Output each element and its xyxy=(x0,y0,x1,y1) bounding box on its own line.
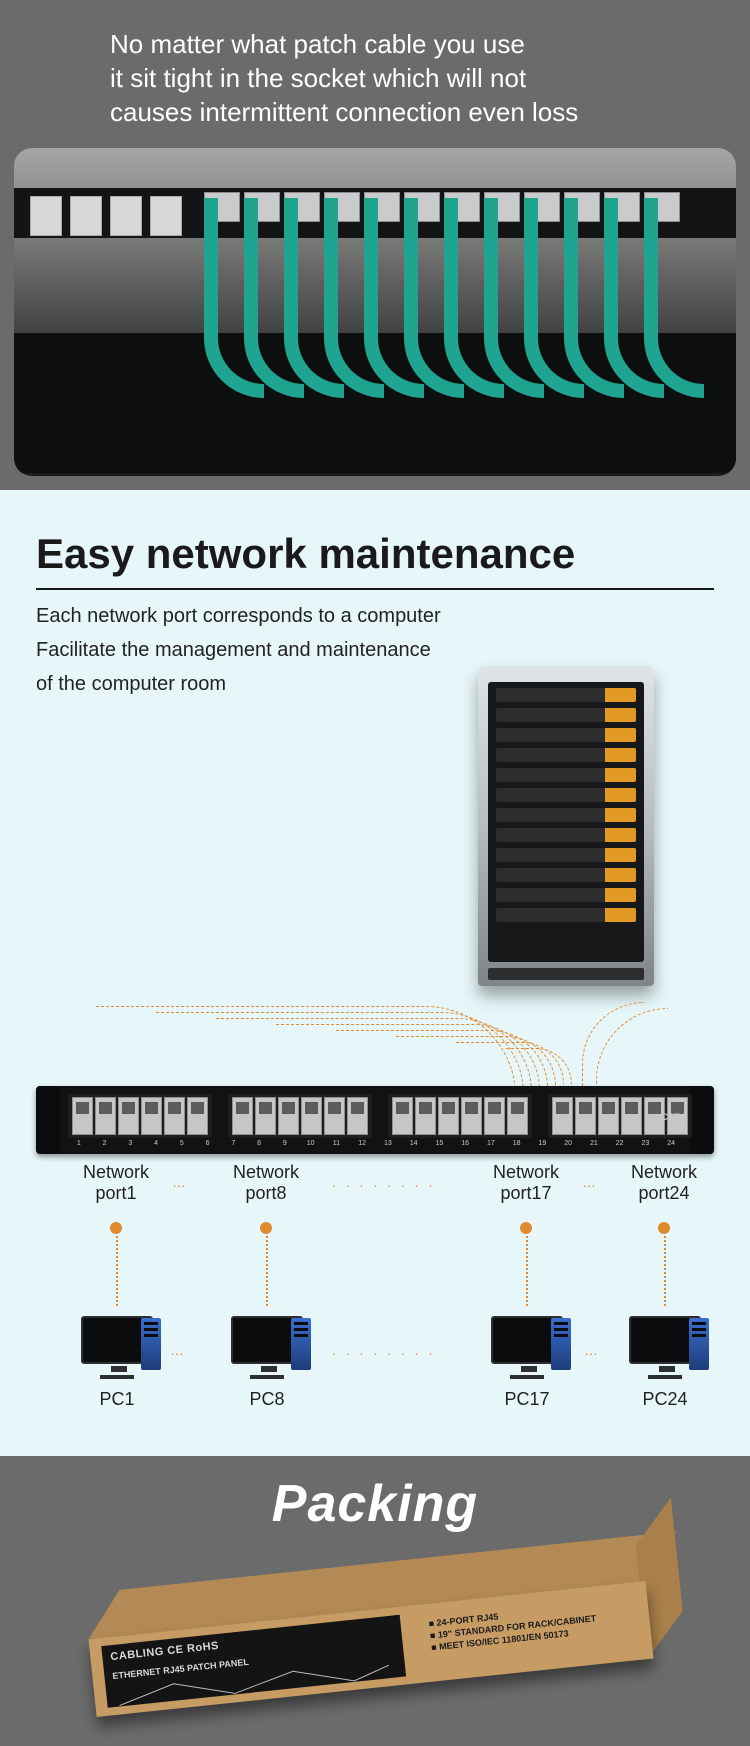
connector-dot xyxy=(260,1222,272,1234)
connector-line xyxy=(116,1236,118,1306)
connector-line xyxy=(526,1236,528,1306)
section1-line: causes intermittent connection even loss xyxy=(110,96,720,130)
port-label: Networkport8 xyxy=(206,1162,326,1203)
patch-panel-photo xyxy=(14,148,736,476)
port-label: Networkport1 xyxy=(56,1162,176,1203)
server-rack xyxy=(478,666,654,986)
pc-label: PC8 xyxy=(212,1389,322,1410)
ellipsis-dots: … xyxy=(582,1174,599,1190)
section2-subtitle-line: Facilitate the management and maintenanc… xyxy=(36,636,714,664)
empty-jack xyxy=(30,196,62,236)
section-packing: Packing CABLING CE RoHS ETHERNET RJ45 PA… xyxy=(0,1456,750,1746)
ellipsis-dots: . . . . . . . . xyxy=(332,1342,435,1358)
section1-line: it sit tight in the socket which will no… xyxy=(110,62,720,96)
pc-tower-icon xyxy=(141,1318,161,1370)
connection-arc xyxy=(506,1048,572,1084)
connector-dot xyxy=(520,1222,532,1234)
pc-label: PC1 xyxy=(62,1389,172,1410)
pc-node: PC17 xyxy=(472,1316,582,1410)
ellipsis-dots: … xyxy=(584,1342,601,1358)
network-topology-diagram: CAT.6 123 456 789 101112 131415 161718 1… xyxy=(36,706,714,1426)
section-easy-maintenance: Easy network maintenance Each network po… xyxy=(0,490,750,1456)
pc-label: PC17 xyxy=(472,1389,582,1410)
pc-node: PC8 xyxy=(212,1316,322,1410)
section2-subtitle-line: Each network port corresponds to a compu… xyxy=(36,602,714,630)
section2-title: Easy network maintenance xyxy=(36,530,714,578)
section1-line: No matter what patch cable you use xyxy=(110,28,720,62)
ellipsis-dots: … xyxy=(170,1342,187,1358)
server-inset xyxy=(488,682,644,962)
pc-node: PC1 xyxy=(62,1316,172,1410)
pc-node: PC24 xyxy=(610,1316,720,1410)
connector-line xyxy=(664,1236,666,1306)
connector-dot xyxy=(658,1222,670,1234)
pc-tower-icon xyxy=(551,1318,571,1370)
ellipsis-dots: . . . . . . . . xyxy=(332,1174,435,1190)
packaging-box: CABLING CE RoHS ETHERNET RJ45 PATCH PANE… xyxy=(84,1535,657,1743)
ellipsis-dots: … xyxy=(172,1174,189,1190)
pc-tower-icon xyxy=(689,1318,709,1370)
section1-copy: No matter what patch cable you use it si… xyxy=(0,0,750,129)
pc-label: PC24 xyxy=(610,1389,720,1410)
connector-dot xyxy=(110,1222,122,1234)
port-label: Networkport17 xyxy=(466,1162,586,1203)
section-patch-cable: No matter what patch cable you use it si… xyxy=(0,0,750,490)
connector-line xyxy=(266,1236,268,1306)
patch-panel-24port: CAT.6 123 456 789 101112 131415 161718 1… xyxy=(36,1086,714,1154)
pc-tower-icon xyxy=(291,1318,311,1370)
panel-port-numbers: 123 456 789 101112 131415 161718 192021 … xyxy=(66,1140,684,1152)
packing-title: Packing xyxy=(0,1456,750,1534)
panel-badge: CAT.6 xyxy=(662,1112,686,1122)
title-rule xyxy=(36,588,714,590)
port-label: Networkport24 xyxy=(604,1162,724,1203)
green-patch-cables xyxy=(74,198,714,408)
